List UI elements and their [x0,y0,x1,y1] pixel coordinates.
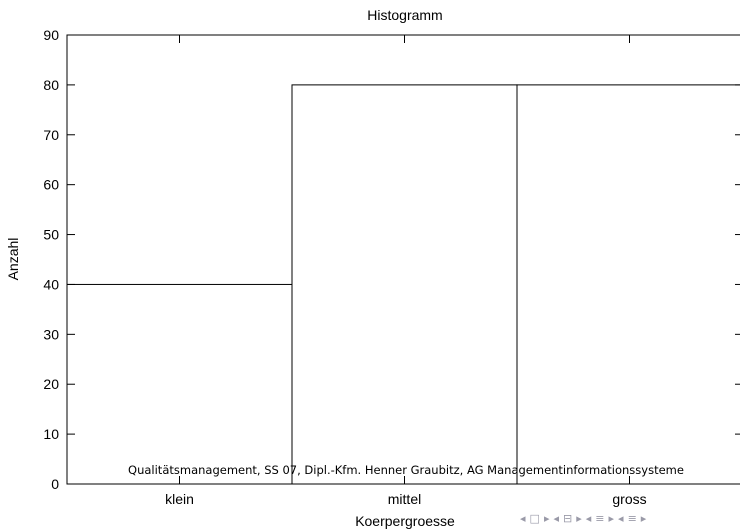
bar-gross [516,84,740,485]
arrow-left-icon[interactable]: ◂ [618,512,625,525]
x-axis: klein mittel gross [165,35,647,507]
x-tick-label: mittel [388,491,421,507]
bar-mittel [291,84,518,485]
y-axis-title: Anzahl [5,238,21,281]
y-tick-label: 40 [43,276,59,292]
arrow-left-icon[interactable]: ◂ [585,512,593,525]
subsection-icon[interactable]: ⊟ [563,512,574,525]
arrow-left-icon[interactable]: ◂ [520,512,527,525]
arrow-left-icon[interactable]: ◂ [553,512,560,525]
y-tick-label: 20 [43,376,59,392]
y-tick-label: 70 [43,127,59,143]
arrow-right-icon[interactable]: ▸ [576,512,583,525]
y-tick-label: 90 [43,27,59,43]
x-tick-label: klein [165,491,194,507]
frame-icon[interactable]: □ [529,512,541,525]
slide-navigation[interactable]: ◂ □ ▸ ◂ ⊟ ▸ ◂ ≡ ▸ ◂ ≡ ▸ [520,512,650,525]
arrow-right-icon[interactable]: ▸ [608,512,616,525]
bar-klein [66,283,293,485]
chart-title: Histogramm [367,7,442,23]
y-tick-label: 0 [51,476,59,492]
x-axis-title: Koerpergroesse [355,513,455,529]
y-tick-label: 80 [43,77,59,93]
y-axis: 0 10 20 30 40 50 60 70 80 90 [43,27,740,492]
y-tick-label: 60 [43,177,59,193]
list-icon[interactable]: ≡ [627,512,638,525]
arrow-right-icon[interactable]: ▸ [543,512,551,525]
arrow-right-icon[interactable]: ▸ [640,512,648,525]
footer-text: Qualitätsmanagement, SS 07, Dipl.-Kfm. H… [128,463,684,477]
x-tick-label: gross [612,491,646,507]
y-tick-label: 50 [43,227,59,243]
y-tick-label: 10 [43,426,59,442]
bars [66,84,740,485]
plot-frame [66,34,740,485]
section-icon[interactable]: ≡ [595,512,606,525]
y-tick-label: 30 [43,326,59,342]
